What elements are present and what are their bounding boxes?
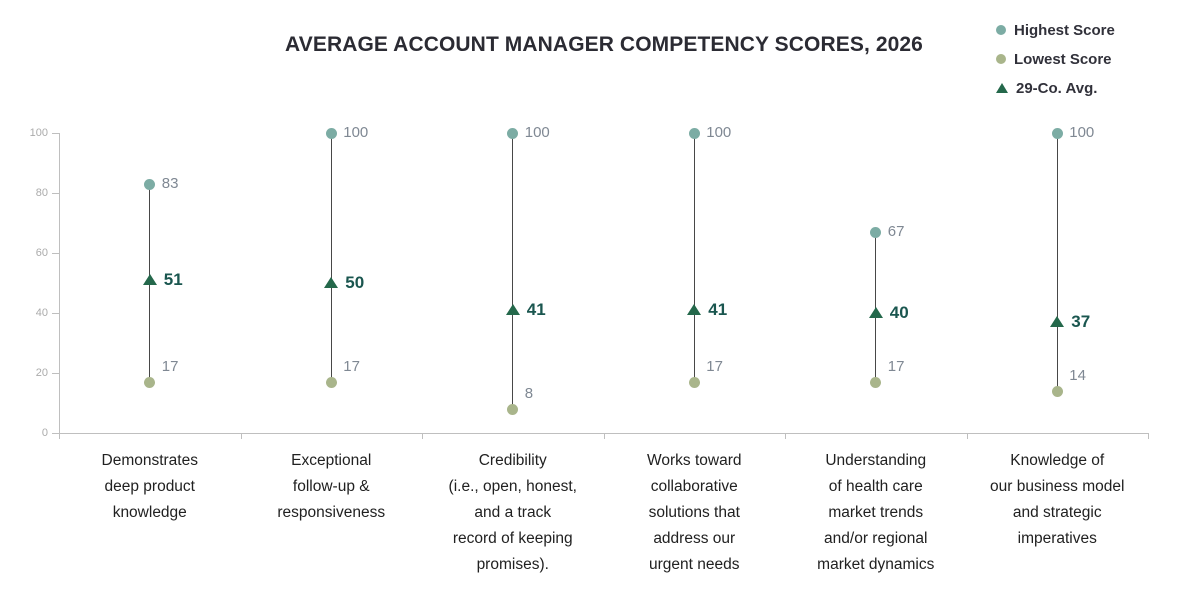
average-score-marker: [1050, 316, 1065, 327]
lowest-score-marker: [325, 376, 337, 388]
highest-score-marker: [144, 178, 156, 190]
y-axis-tick: [52, 313, 59, 314]
y-axis-tick-label: 80: [35, 187, 48, 199]
lowest-score-label: 17: [706, 358, 723, 375]
average-score-label: 37: [1071, 312, 1091, 331]
lowest-score-label: 17: [343, 358, 360, 375]
highest-score-marker: [1051, 127, 1063, 139]
highest-score-label: 67: [887, 223, 905, 240]
x-axis-tick: [966, 433, 968, 439]
x-axis-tick: [240, 433, 242, 439]
circle-marker-icon: [996, 25, 1006, 35]
highest-score-label: 100: [1069, 124, 1095, 141]
highest-score-label: 83: [161, 175, 179, 192]
y-axis-tick-label: 20: [35, 367, 48, 379]
highest-score-label: 100: [343, 124, 369, 141]
y-axis-tick: [52, 253, 59, 254]
lowest-score-marker: [1051, 385, 1063, 397]
highest-score-label: 100: [524, 124, 550, 141]
average-score-label: 50: [345, 273, 365, 292]
range-connector-line: [512, 133, 514, 409]
average-score-label: 41: [526, 300, 546, 319]
x-axis-tick: [1148, 433, 1149, 439]
legend-item-label: Highest Score: [1014, 21, 1115, 39]
y-axis-tick-label: 0: [41, 427, 48, 439]
legend-item-label: 29-Co. Avg.: [1016, 79, 1098, 97]
average-score-label: 51: [163, 270, 183, 289]
circle-marker-icon: [996, 54, 1006, 64]
range-connector-line: [1056, 133, 1058, 391]
range-connector-line: [330, 133, 332, 382]
legend-item: 29-Co. Avg.: [996, 77, 1115, 99]
y-axis-tick: [52, 433, 59, 434]
average-score-label: 40: [889, 303, 909, 322]
lowest-score-marker: [507, 403, 519, 415]
y-axis-line: [59, 133, 60, 439]
category-label: Exceptional follow-up & responsiveness: [277, 452, 386, 521]
triangle-marker-icon: [996, 83, 1008, 93]
x-axis-tick: [603, 433, 605, 439]
lowest-score-label: 17: [161, 358, 179, 375]
lowest-score-label: 8: [524, 385, 534, 402]
legend-item: Lowest Score: [996, 48, 1115, 70]
legend-item-label: Lowest Score: [1014, 50, 1112, 68]
y-axis-tick: [52, 373, 59, 374]
range-connector-line: [693, 133, 695, 382]
average-score-label: 41: [708, 300, 728, 319]
average-score-marker: [687, 304, 702, 315]
y-axis-tick-label: 100: [29, 127, 48, 139]
highest-score-marker: [325, 127, 337, 139]
average-score-marker: [142, 274, 157, 285]
x-axis-tick: [785, 433, 786, 439]
y-axis-tick: [52, 193, 59, 194]
chart-legend: Highest Score Lowest Score 29-Co. Avg.: [996, 19, 1115, 106]
average-score-marker: [505, 304, 520, 315]
category-label: Works toward collaborative solutions tha…: [647, 452, 742, 573]
highest-score-marker: [688, 127, 700, 139]
category-label: Demonstrates deep product knowledge: [101, 452, 198, 521]
lowest-score-label: 17: [887, 358, 905, 375]
x-axis-tick: [422, 433, 423, 439]
average-score-marker: [868, 307, 883, 318]
y-axis-tick-label: 40: [35, 307, 48, 319]
lowest-score-marker: [144, 376, 156, 388]
highest-score-marker: [507, 127, 519, 139]
y-axis-tick-label: 60: [35, 247, 48, 259]
legend-item: Highest Score: [996, 19, 1115, 41]
chart-title: AVERAGE ACCOUNT MANAGER COMPETENCY SCORE…: [285, 33, 923, 56]
average-score-marker: [324, 277, 339, 288]
lowest-score-marker: [688, 376, 700, 388]
category-label: Knowledge of our business model and stra…: [990, 452, 1125, 547]
highest-score-label: 100: [706, 124, 732, 141]
highest-score-marker: [870, 226, 882, 238]
lowest-score-marker: [870, 376, 882, 388]
lowest-score-label: 14: [1069, 367, 1086, 384]
category-label: Credibility (i.e., open, honest, and a t…: [448, 452, 577, 573]
y-axis-tick: [52, 133, 59, 134]
category-label: Understanding of health care market tren…: [817, 452, 935, 573]
